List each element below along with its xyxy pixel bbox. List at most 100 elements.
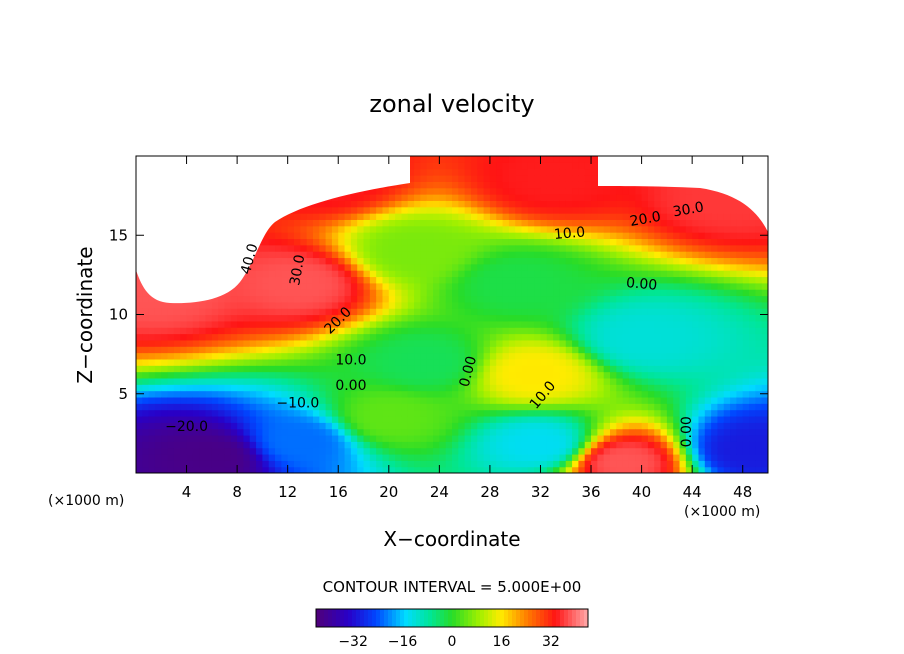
field-cell xyxy=(559,460,567,468)
field-cell xyxy=(211,377,219,385)
field-cell xyxy=(281,365,289,373)
field-cell xyxy=(363,403,371,411)
field-cell xyxy=(325,327,333,335)
field-cell xyxy=(527,219,535,227)
field-cell xyxy=(357,409,365,417)
field-cell xyxy=(338,441,346,449)
field-cell xyxy=(527,156,535,163)
field-cell xyxy=(211,447,219,455)
field-cell xyxy=(673,263,681,271)
field-cell xyxy=(679,257,687,265)
field-cell xyxy=(287,244,295,252)
field-cell xyxy=(597,225,605,233)
field-cell xyxy=(730,441,737,449)
field-cell xyxy=(761,295,768,303)
field-cell xyxy=(325,301,333,309)
field-cell xyxy=(578,187,586,195)
field-cell xyxy=(628,434,636,442)
field-cell xyxy=(395,219,403,227)
field-cell xyxy=(584,358,592,366)
field-cell xyxy=(692,415,700,423)
field-cell xyxy=(325,415,333,423)
field-cell xyxy=(641,447,649,455)
field-cell xyxy=(344,415,352,423)
field-cell xyxy=(268,409,276,417)
field-cell xyxy=(420,403,428,411)
field-cell xyxy=(666,346,674,354)
field-cell xyxy=(489,244,497,252)
field-cell xyxy=(426,301,434,309)
field-cell xyxy=(584,232,592,240)
field-cell xyxy=(515,466,523,473)
field-cell xyxy=(382,187,390,195)
field-cell xyxy=(433,187,440,195)
field-cell xyxy=(395,415,403,423)
field-cell xyxy=(521,156,529,163)
field-cell xyxy=(401,194,409,201)
field-cell xyxy=(698,232,706,240)
field-cell xyxy=(755,460,763,468)
field-cell xyxy=(376,187,384,195)
field-cell xyxy=(186,396,194,404)
field-cell xyxy=(319,403,327,411)
field-cell xyxy=(300,409,308,417)
field-cell xyxy=(344,251,352,259)
field-cell xyxy=(534,447,542,455)
field-cell xyxy=(439,384,447,392)
field-cell xyxy=(578,238,586,246)
field-cell xyxy=(521,460,529,468)
field-cell xyxy=(388,194,396,201)
field-cell xyxy=(540,453,548,461)
field-cell xyxy=(730,289,737,297)
field-cell xyxy=(654,244,662,252)
field-cell xyxy=(508,219,516,227)
field-cell xyxy=(464,289,472,297)
field-cell xyxy=(572,466,579,473)
field-cell xyxy=(344,466,352,473)
field-cell xyxy=(319,339,327,347)
field-cell xyxy=(578,320,586,328)
field-cell xyxy=(148,384,156,392)
field-cell xyxy=(363,447,371,455)
field-cell xyxy=(268,295,276,303)
field-cell xyxy=(698,441,706,449)
field-cell xyxy=(180,333,188,341)
field-cell xyxy=(363,320,371,328)
field-cell xyxy=(420,409,428,417)
field-cell xyxy=(369,447,377,455)
field-cell xyxy=(559,162,567,170)
field-cell xyxy=(742,289,750,297)
field-cell xyxy=(249,320,257,328)
field-cell xyxy=(603,460,611,468)
field-cell xyxy=(597,301,605,309)
field-cell xyxy=(224,403,232,411)
field-cell xyxy=(730,308,737,316)
field-cell xyxy=(641,232,649,240)
field-cell xyxy=(755,466,763,473)
field-cell xyxy=(616,333,624,341)
field-cell xyxy=(666,257,674,265)
field-cell xyxy=(698,225,706,233)
field-cell xyxy=(167,384,175,392)
field-cell xyxy=(622,346,630,354)
field-cell xyxy=(136,447,143,455)
field-cell xyxy=(294,276,301,284)
field-cell xyxy=(692,333,700,341)
field-cell xyxy=(489,181,497,189)
field-cell xyxy=(445,251,453,259)
field-cell xyxy=(376,434,384,442)
field-cell xyxy=(407,422,415,430)
field-cell xyxy=(698,358,706,366)
field-cell xyxy=(673,219,681,227)
field-cell xyxy=(338,466,346,473)
field-cell xyxy=(350,308,358,316)
field-cell xyxy=(622,213,630,220)
field-cell xyxy=(679,308,687,316)
field-cell xyxy=(414,289,421,297)
field-cell xyxy=(673,206,681,214)
field-cell xyxy=(414,441,421,449)
field-cell xyxy=(635,276,643,284)
field-cell xyxy=(205,352,213,360)
field-cell xyxy=(654,365,662,373)
field-cell xyxy=(540,396,548,404)
